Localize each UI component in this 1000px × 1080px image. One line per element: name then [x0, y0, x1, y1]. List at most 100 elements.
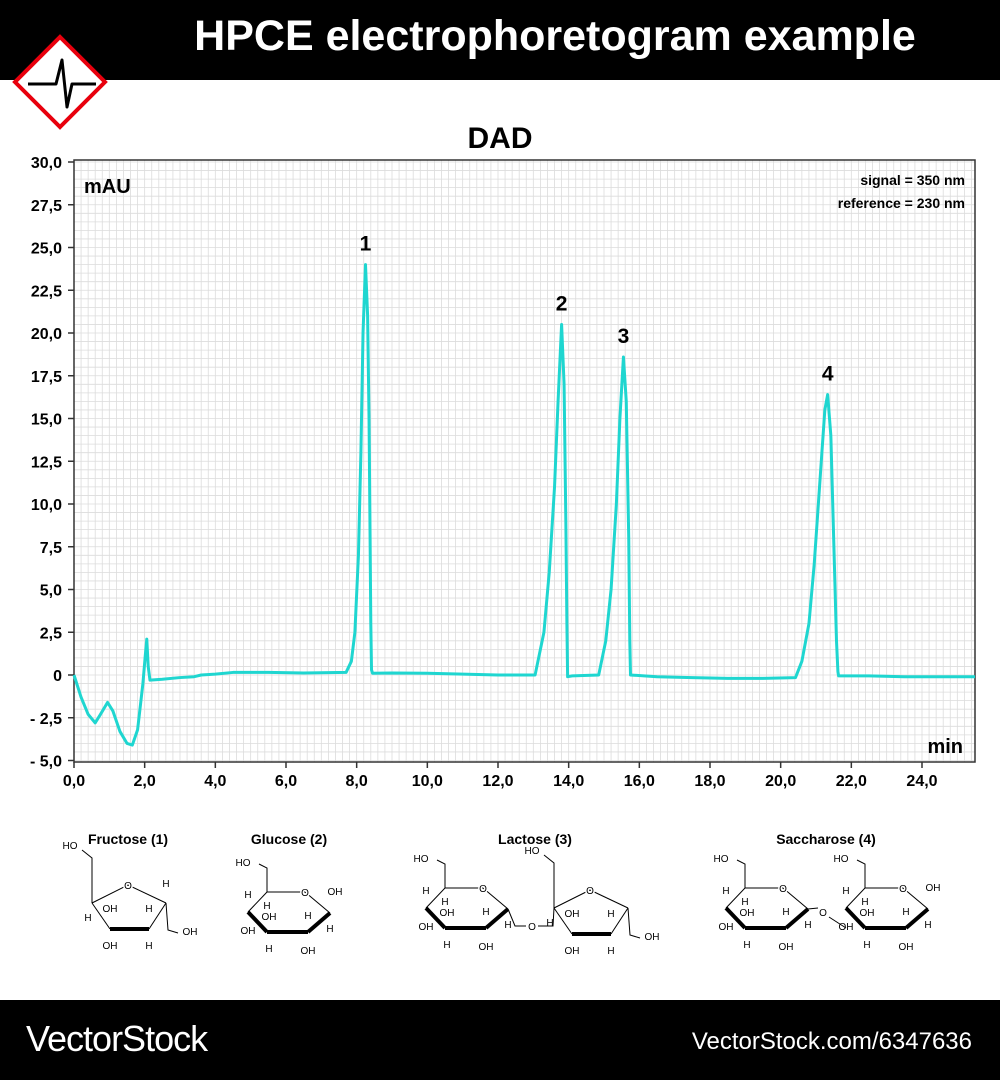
ecg-pulse-diamond-icon [12, 34, 108, 130]
atom-label: H [861, 897, 868, 908]
x-axis-label: min [927, 736, 963, 758]
y-tick-label: 15,0 [31, 412, 62, 429]
bond [538, 907, 555, 927]
atom-label: H [162, 879, 169, 890]
peak-label-1: 1 [360, 233, 372, 256]
link-oxygen: O [528, 922, 536, 933]
y-tick-label: 27,5 [31, 198, 62, 215]
bond [148, 902, 167, 930]
bond [81, 849, 93, 903]
atom-label: H [924, 920, 931, 931]
x-tick-label: 8,0 [346, 773, 368, 790]
bond [425, 887, 446, 909]
atom-label: OH [103, 941, 118, 952]
y-tick-label: 10,0 [31, 497, 62, 514]
atom-label: HO [63, 841, 78, 852]
structure-name: Glucose (2) [251, 831, 327, 847]
atom-label: H [443, 940, 450, 951]
signal-trace [72, 263, 975, 747]
bond [627, 907, 641, 939]
atom-label: H [84, 913, 91, 924]
peak-label-3: 3 [618, 325, 630, 348]
atom-label: OH [479, 942, 494, 953]
atom-label: OH [262, 912, 277, 923]
atom-label: OH [103, 904, 118, 915]
y-tick-label: 30,0 [31, 155, 62, 172]
x-tick-label: 2,0 [134, 773, 156, 790]
axes: 0,0 2,0 4,0 6,0 8,0 10,0 12,0 14,0 16,0 18,0 20,0 2… [30, 155, 976, 790]
y-tick-label: 20,0 [31, 326, 62, 343]
bond [127, 884, 167, 904]
atom-label: OH [419, 922, 434, 933]
atom-label: O [479, 884, 487, 895]
bond [507, 908, 526, 927]
x-tick-label: 6,0 [275, 773, 297, 790]
atom-label: HO [834, 854, 849, 865]
structure-name: Lactose (3) [498, 831, 572, 847]
atom-label: O [124, 881, 132, 892]
bond [247, 891, 268, 913]
bond [856, 859, 866, 888]
atom-label: OH [183, 927, 198, 938]
atom-label: H [504, 920, 511, 931]
page-title: HPCE electrophoretogram example [194, 12, 916, 60]
atom-label: OH [565, 909, 580, 920]
structure-name: Saccharose (4) [776, 831, 876, 847]
electrophoretogram-chart: DAD 0,0 2,0 4,0 6,0 8,0 10,0 12,0 14,0 16,0 18,0 2… [30, 122, 976, 790]
atom-label: H [304, 911, 311, 922]
atom-label: H [902, 907, 909, 918]
bond [904, 907, 930, 930]
y-tick-label: - 2,5 [30, 711, 62, 728]
y-tick-label: 7,5 [40, 540, 62, 557]
bond [553, 907, 573, 935]
y-tick-label: - 5,0 [30, 754, 62, 771]
atom-label: OH [241, 926, 256, 937]
x-tick-label: 16,0 [624, 773, 655, 790]
atom-label: OH [645, 932, 660, 943]
atom-label: H [607, 909, 614, 920]
atom-label: H [326, 924, 333, 935]
x-tick-label: 0,0 [63, 773, 85, 790]
atom-label: H [145, 941, 152, 952]
atom-label: HO [714, 854, 729, 865]
atom-label: OH [719, 922, 734, 933]
y-tick-label: 5,0 [40, 583, 62, 600]
atom-label: HO [414, 854, 429, 865]
atom-label: HO [525, 846, 540, 857]
x-tick-label: 14,0 [553, 773, 584, 790]
bond [725, 887, 746, 909]
y-tick-label: 17,5 [31, 369, 62, 386]
atom-label: O [586, 886, 594, 897]
bond [736, 859, 746, 888]
atom-label: OH [860, 908, 875, 919]
x-tick-label: 10,0 [412, 773, 443, 790]
bond [306, 911, 332, 934]
bond [553, 889, 591, 909]
atom-label: H [842, 886, 849, 897]
atom-label: H [722, 886, 729, 897]
bond [246, 910, 269, 934]
atom-label: H [244, 890, 251, 901]
y-tick-label: 0 [53, 668, 62, 685]
bond [724, 906, 747, 930]
x-tick-label: 4,0 [204, 773, 226, 790]
peak-label-4: 4 [822, 363, 834, 386]
atom-label: OH [328, 887, 343, 898]
atom-label: OH [899, 942, 914, 953]
annotation-signal: signal = 350 nm [860, 172, 965, 188]
y-tick-label: 12,5 [31, 454, 62, 471]
x-tick-label: 24,0 [906, 773, 937, 790]
x-tick-label: 18,0 [694, 773, 725, 790]
structure-name: Fructose (1) [88, 831, 168, 847]
bond [782, 887, 809, 910]
y-tick-label: 2,5 [40, 625, 62, 642]
footer-bar: VectorStock VectorStock.com/6347636 [0, 1000, 1000, 1080]
brand-logo: VectorStock [26, 1018, 208, 1059]
bond [902, 887, 929, 910]
